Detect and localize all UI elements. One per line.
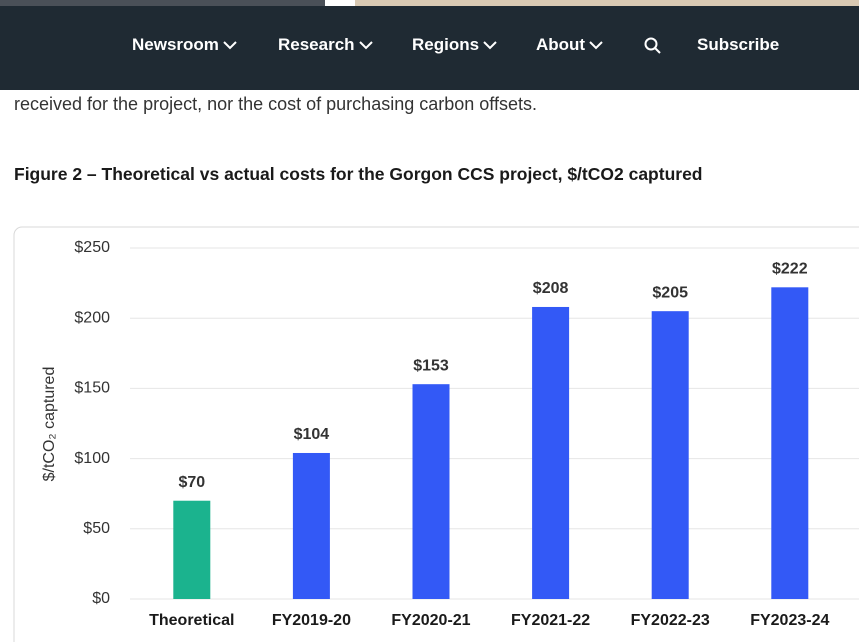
value-label: $153 (413, 357, 449, 374)
value-label: $70 (178, 474, 205, 491)
value-label: $222 (772, 261, 808, 278)
x-tick-label: FY2021-22 (511, 612, 590, 629)
y-tick-label: $0 (92, 590, 110, 607)
x-tick-label: FY2023-24 (750, 612, 829, 629)
paragraph: received for the project, nor the cost o… (14, 94, 537, 115)
y-tick-label: $100 (74, 450, 110, 467)
nav-label[interactable]: About (536, 35, 585, 55)
y-tick-label: $200 (74, 309, 110, 326)
bar (771, 287, 808, 599)
nav-label[interactable]: Research (278, 35, 355, 55)
subscribe-label[interactable]: Subscribe (697, 35, 779, 55)
bar (532, 307, 569, 599)
bar (652, 311, 689, 599)
value-label: $208 (533, 280, 569, 297)
y-tick-label: $250 (74, 239, 110, 256)
nav-item[interactable]: Regions (412, 35, 497, 55)
x-tick-label: FY2019-20 (272, 612, 351, 629)
bar (293, 453, 330, 599)
y-tick-label: $50 (83, 520, 110, 537)
value-label: $205 (652, 284, 688, 301)
bar (413, 384, 450, 599)
x-tick-label: FY2020-21 (391, 612, 470, 629)
nav-label[interactable]: Newsroom (132, 35, 219, 55)
nav-item[interactable]: About (536, 35, 603, 55)
search-icon[interactable] (644, 37, 662, 55)
nav-label[interactable]: Regions (412, 35, 479, 55)
nav-item[interactable]: Newsroom (132, 35, 237, 55)
y-tick-label: $150 (74, 380, 110, 397)
y-axis-title: $/tCO₂ captured (41, 367, 58, 482)
value-label: $104 (294, 426, 330, 443)
bar (173, 501, 210, 599)
subscribe[interactable]: Subscribe (697, 35, 779, 55)
x-tick-label: FY2022-23 (631, 612, 710, 629)
x-tick-label: Theoretical (149, 612, 234, 629)
chart: $/tCO₂ captured $0 $50 $100 $150 $200 $250 The… (0, 200, 859, 642)
page: Newsroom Research Regions About Subscrib… (0, 0, 859, 642)
nav-bar: Newsroom Research Regions About Subscrib… (0, 6, 859, 90)
figure-caption: Figure 2 – Theoretical vs actual costs f… (14, 164, 703, 185)
nav-item[interactable]: Research (278, 35, 373, 55)
